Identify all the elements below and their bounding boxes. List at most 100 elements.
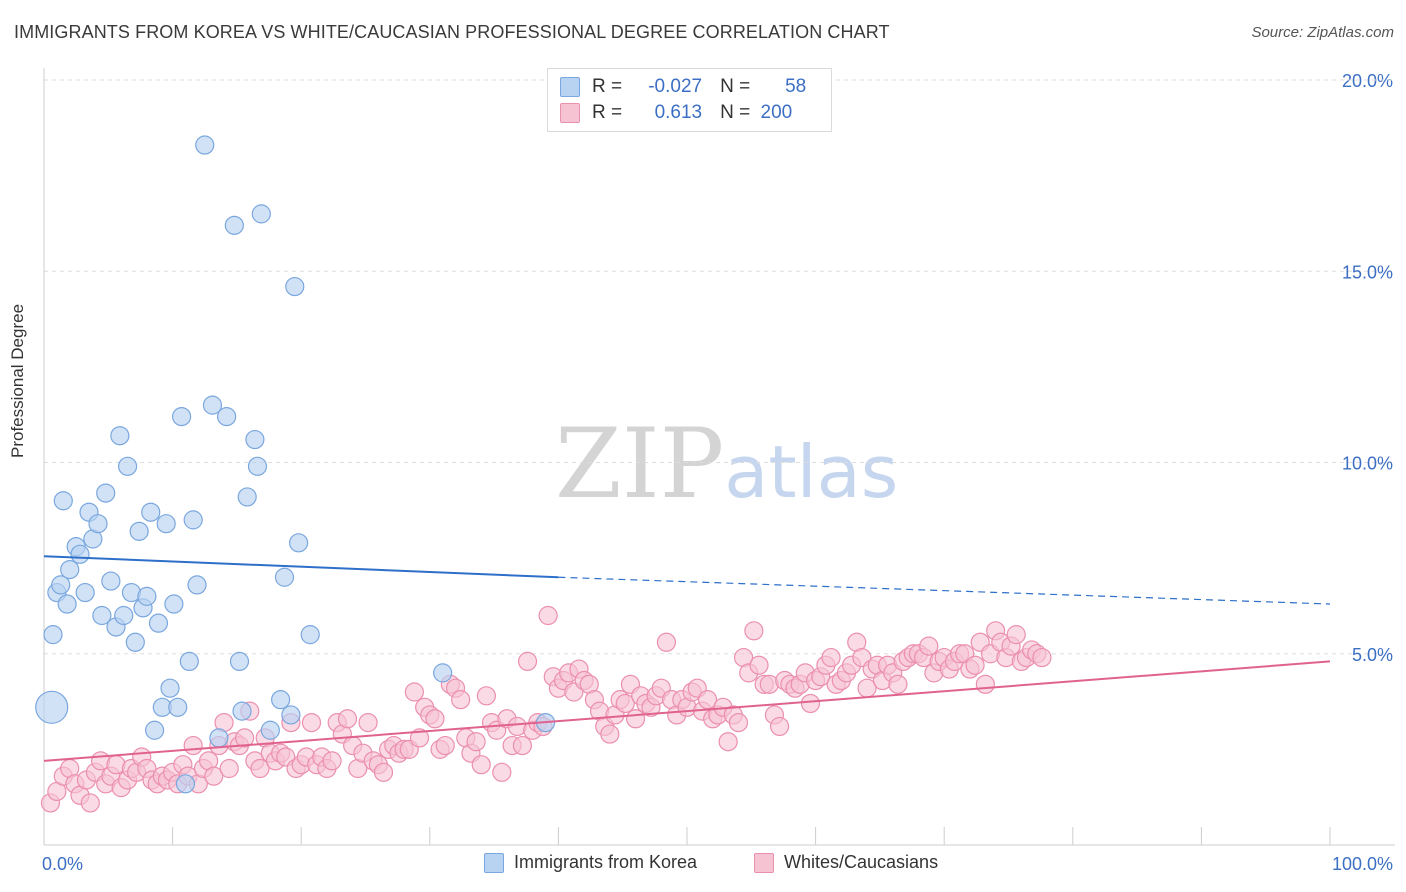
point-white — [800, 693, 821, 714]
legend-swatch-white — [754, 852, 774, 873]
point-white — [250, 758, 270, 779]
chart-source: Source: ZipAtlas.com — [1251, 24, 1394, 41]
point-white — [404, 682, 424, 702]
point-white — [769, 716, 790, 737]
point-white — [975, 674, 995, 694]
point-korea — [237, 487, 257, 507]
point-white — [476, 686, 496, 706]
legend-swatch-white — [560, 103, 580, 123]
point-white — [656, 632, 677, 652]
point-korea — [274, 567, 295, 587]
point-korea — [281, 705, 301, 725]
point-white — [888, 674, 908, 694]
point-white — [749, 655, 769, 675]
point-white — [625, 709, 646, 729]
point-korea — [88, 514, 108, 534]
watermark: ZIPatlas — [555, 408, 898, 520]
legend-row-korea: R = -0.027 N = 58 — [560, 75, 806, 99]
point-korea — [224, 215, 244, 235]
y-tick-label: 5.0% — [1352, 645, 1393, 665]
legend-n-label: N = — [720, 102, 751, 123]
point-korea — [96, 483, 116, 503]
point-white — [373, 762, 394, 782]
point-white — [409, 728, 430, 748]
point-white — [301, 712, 322, 733]
point-white — [80, 793, 100, 813]
legend-n-label: N = — [720, 76, 751, 97]
point-white — [600, 724, 620, 744]
point-korea — [57, 594, 77, 614]
point-white — [492, 762, 512, 782]
legend-r-label: R = — [592, 102, 623, 123]
legend-item-white[interactable]: Whites/Caucasians — [754, 852, 938, 873]
point-korea — [232, 701, 252, 721]
point-korea — [172, 407, 192, 427]
point-white — [517, 651, 538, 672]
legend-label-korea: Immigrants from Korea — [514, 852, 698, 872]
legend-r-value-white: 0.613 — [654, 102, 703, 123]
point-korea — [433, 663, 453, 683]
point-white — [1032, 647, 1052, 668]
y-tick-label: 20.0% — [1342, 71, 1393, 91]
watermark-atlas: atlas — [724, 430, 899, 514]
point-white — [466, 732, 486, 752]
point-white — [512, 735, 532, 756]
point-korea — [289, 533, 309, 553]
point-korea — [92, 605, 112, 626]
point-korea — [148, 613, 169, 633]
trendline-korea-extension — [558, 576, 1331, 605]
point-korea — [51, 575, 71, 595]
legend-item-korea[interactable]: Immigrants from Korea — [484, 852, 697, 873]
point-korea — [175, 774, 196, 794]
point-korea — [247, 456, 268, 476]
point-white — [1006, 625, 1026, 645]
point-korea — [110, 426, 130, 446]
point-white — [425, 709, 445, 729]
point-korea — [217, 407, 237, 427]
legend-swatch-korea — [484, 852, 504, 873]
point-white — [183, 735, 203, 756]
point-korea — [271, 690, 291, 710]
point-korea — [168, 697, 188, 717]
point-white — [471, 755, 491, 775]
point-korea — [202, 395, 223, 415]
point-white — [204, 766, 224, 786]
point-korea — [137, 586, 157, 606]
point-korea — [70, 544, 90, 564]
chart-title: IMMIGRANTS FROM KOREA VS WHITE/CAUCASIAN… — [14, 22, 890, 42]
point-white — [538, 605, 558, 626]
correlation-legend: R = -0.027 N = 58 R = 0.613 N = 200 — [547, 68, 832, 132]
legend-row-white: R = 0.613 N = 200 — [560, 101, 792, 125]
point-korea — [260, 720, 280, 740]
point-white — [965, 655, 985, 675]
point-white — [337, 709, 358, 729]
point-white — [718, 732, 738, 752]
point-white — [235, 728, 255, 748]
y-tick-label: 15.0% — [1342, 262, 1393, 282]
point-korea — [141, 502, 161, 522]
point-korea — [195, 135, 215, 155]
point-korea — [114, 605, 134, 626]
point-korea — [75, 582, 95, 603]
point-korea — [156, 514, 176, 534]
legend-r-value-korea: -0.027 — [648, 76, 703, 97]
point-korea — [285, 276, 305, 297]
point-korea — [300, 625, 320, 645]
series-legend: Immigrants from Korea Whites/Caucasians — [0, 852, 1406, 878]
point-korea — [209, 728, 229, 748]
point-korea — [251, 204, 271, 224]
legend-swatch-korea — [560, 77, 580, 97]
point-white — [435, 735, 455, 756]
point-korea — [187, 575, 207, 595]
trendline-white — [43, 660, 1331, 762]
point-white — [821, 647, 841, 668]
y-tick-label: 10.0% — [1342, 454, 1393, 474]
point-korea — [53, 491, 73, 511]
x-tick-label-min: 0.0% — [42, 854, 83, 874]
legend-r-label: R = — [592, 76, 623, 97]
point-korea — [183, 510, 203, 530]
point-korea — [179, 651, 199, 672]
point-korea — [101, 571, 121, 591]
point-white — [728, 712, 749, 733]
